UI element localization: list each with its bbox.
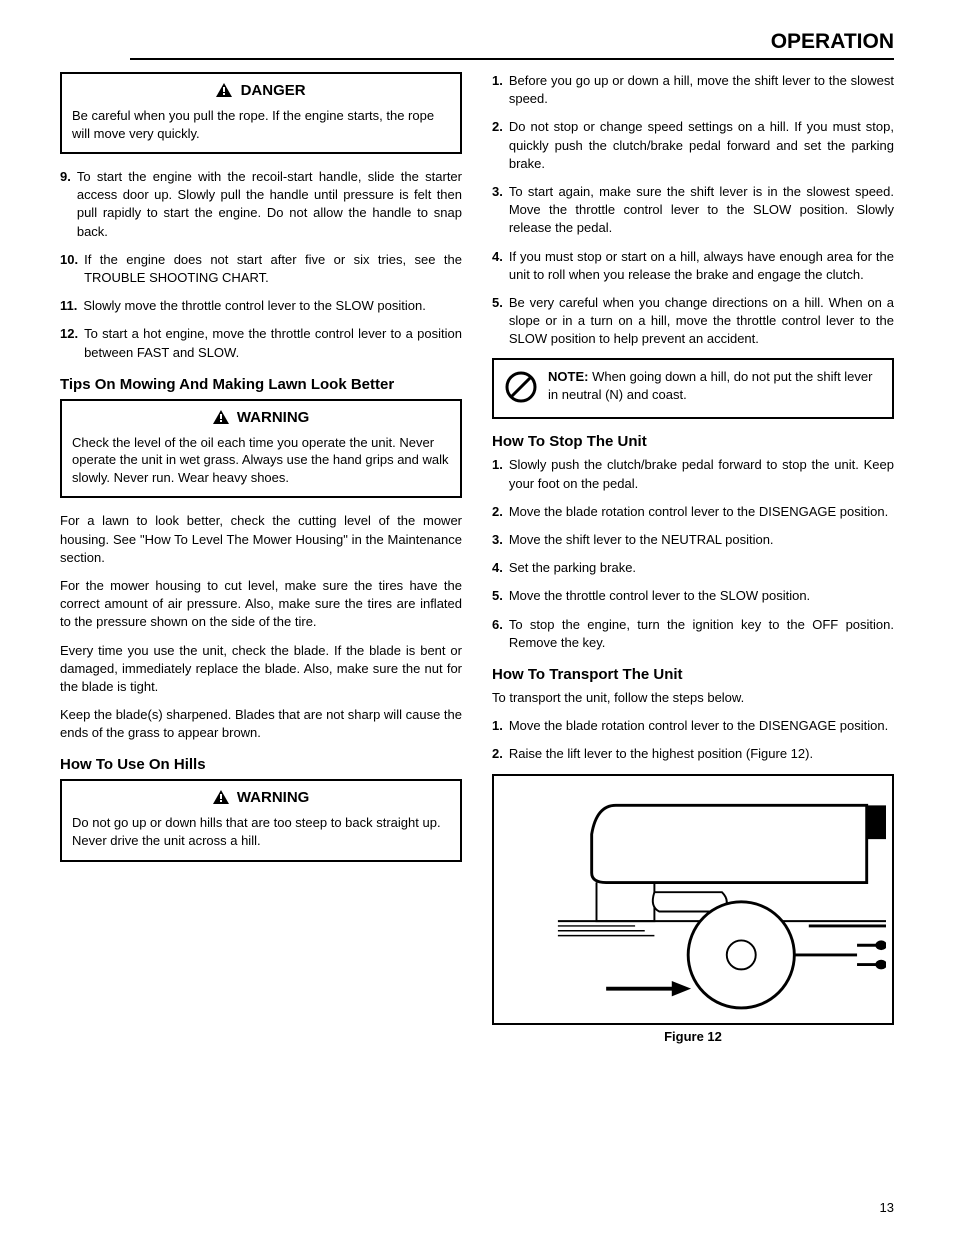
step-text: If the engine does not start after five … xyxy=(84,251,462,287)
danger-label: DANGER xyxy=(241,82,306,99)
step-text: Move the throttle control lever to the S… xyxy=(509,587,894,605)
step-num: 11. xyxy=(60,297,77,315)
howuse-heading: How To Use On Hills xyxy=(60,756,462,773)
step-num: 1. xyxy=(492,717,503,735)
alert-triangle-icon xyxy=(216,83,232,101)
t-step-2: 2. Raise the lift lever to the highest p… xyxy=(492,745,894,763)
page-header: OPERATION xyxy=(130,30,894,60)
step-text: Move the shift lever to the NEUTRAL posi… xyxy=(509,531,894,549)
step-text: To start again, make sure the shift leve… xyxy=(509,183,894,238)
step-num: 2. xyxy=(492,503,503,521)
warning-text: Check the level of the oil each time you… xyxy=(72,434,450,487)
warning-label: WARNING xyxy=(237,409,310,426)
mow-p3: Every time you use the unit, check the b… xyxy=(60,642,462,697)
header-title: OPERATION xyxy=(771,30,894,54)
step-num: 2. xyxy=(492,118,503,173)
s-step-2: 2. Move the blade rotation control lever… xyxy=(492,503,894,521)
step-num: 12. xyxy=(60,325,78,361)
r-step-5: 5. Be very careful when you change direc… xyxy=(492,294,894,349)
transport-intro: To transport the unit, follow the steps … xyxy=(492,689,894,707)
step-num: 3. xyxy=(492,531,503,549)
note-text: NOTE: When going down a hill, do not put… xyxy=(548,368,882,403)
danger-box-1: DANGER Be careful when you pull the rope… xyxy=(60,72,462,154)
left-column: DANGER Be careful when you pull the rope… xyxy=(60,72,462,1044)
s-step-3: 3. Move the shift lever to the NEUTRAL p… xyxy=(492,531,894,549)
step-text: Be very careful when you change directio… xyxy=(509,294,894,349)
r-step-4: 4. If you must stop or start on a hill, … xyxy=(492,248,894,284)
s-step-4: 4. Set the parking brake. xyxy=(492,559,894,577)
step-num: 2. xyxy=(492,745,503,763)
transport-heading: How To Transport The Unit xyxy=(492,666,894,683)
step-text: To stop the engine, turn the ignition ke… xyxy=(509,616,894,652)
s-step-5: 5. Move the throttle control lever to th… xyxy=(492,587,894,605)
alert-triangle-icon xyxy=(213,410,229,428)
tractor-illustration xyxy=(500,782,886,1012)
stop-steps: 1. Slowly push the clutch/brake pedal fo… xyxy=(492,456,894,652)
step-num: 4. xyxy=(492,248,503,284)
mow-p2: For the mower housing to cut level, make… xyxy=(60,577,462,632)
step-text: Move the blade rotation control lever to… xyxy=(509,717,894,735)
mowing-heading: Tips On Mowing And Making Lawn Look Bett… xyxy=(60,376,462,393)
t-step-1: 1. Move the blade rotation control lever… xyxy=(492,717,894,735)
note-body: When going down a hill, do not put the s… xyxy=(548,369,872,402)
hill-steps: 1. Before you go up or down a hill, move… xyxy=(492,72,894,348)
step-num: 1. xyxy=(492,72,503,108)
step-text: If you must stop or start on a hill, alw… xyxy=(509,248,894,284)
mow-p1: For a lawn to look better, check the cut… xyxy=(60,512,462,567)
warning-box-2: WARNING Do not go up or down hills that … xyxy=(60,779,462,861)
steps-start: 9. To start the engine with the recoil-s… xyxy=(60,168,462,362)
prohibit-icon xyxy=(504,370,538,409)
step-num: 5. xyxy=(492,587,503,605)
step-text: Move the blade rotation control lever to… xyxy=(509,503,894,521)
step-text: Before you go up or down a hill, move th… xyxy=(509,72,894,108)
figure-12 xyxy=(492,774,894,1025)
step-11: 11. Slowly move the throttle control lev… xyxy=(60,297,462,315)
figure-caption: Figure 12 xyxy=(492,1029,894,1044)
note-box: NOTE: When going down a hill, do not put… xyxy=(492,358,894,419)
warning-head: WARNING xyxy=(72,409,450,428)
step-num: 10. xyxy=(60,251,78,287)
step-text: Slowly push the clutch/brake pedal forwa… xyxy=(509,456,894,492)
r-step-3: 3. To start again, make sure the shift l… xyxy=(492,183,894,238)
page-number: 13 xyxy=(880,1200,894,1215)
step-text: Set the parking brake. xyxy=(509,559,894,577)
warning-label: WARNING xyxy=(237,789,310,806)
step-9: 9. To start the engine with the recoil-s… xyxy=(60,168,462,241)
step-text: Raise the lift lever to the highest posi… xyxy=(509,745,894,763)
step-num: 3. xyxy=(492,183,503,238)
step-text: To start the engine with the recoil-star… xyxy=(77,168,462,241)
alert-triangle-icon xyxy=(213,790,229,808)
step-10: 10. If the engine does not start after f… xyxy=(60,251,462,287)
warning-text: Do not go up or down hills that are too … xyxy=(72,814,450,849)
danger-head: DANGER xyxy=(72,82,450,101)
step-num: 5. xyxy=(492,294,503,349)
step-text: To start a hot engine, move the throttle… xyxy=(84,325,462,361)
step-num: 4. xyxy=(492,559,503,577)
danger-text: Be careful when you pull the rope. If th… xyxy=(72,107,450,142)
r-step-2: 2. Do not stop or change speed settings … xyxy=(492,118,894,173)
stop-heading: How To Stop The Unit xyxy=(492,433,894,450)
step-12: 12. To start a hot engine, move the thro… xyxy=(60,325,462,361)
s-step-1: 1. Slowly push the clutch/brake pedal fo… xyxy=(492,456,894,492)
warning-head: WARNING xyxy=(72,789,450,808)
transport-steps: 1. Move the blade rotation control lever… xyxy=(492,717,894,763)
step-text: Slowly move the throttle control lever t… xyxy=(83,297,462,315)
r-step-1: 1. Before you go up or down a hill, move… xyxy=(492,72,894,108)
step-num: 9. xyxy=(60,168,71,241)
step-num: 6. xyxy=(492,616,503,652)
mow-p4: Keep the blade(s) sharpened. Blades that… xyxy=(60,706,462,742)
step-num: 1. xyxy=(492,456,503,492)
warning-box-1: WARNING Check the level of the oil each … xyxy=(60,399,462,499)
step-text: Do not stop or change speed settings on … xyxy=(509,118,894,173)
note-label: NOTE: xyxy=(548,369,588,384)
s-step-6: 6. To stop the engine, turn the ignition… xyxy=(492,616,894,652)
right-column: 1. Before you go up or down a hill, move… xyxy=(492,72,894,1044)
